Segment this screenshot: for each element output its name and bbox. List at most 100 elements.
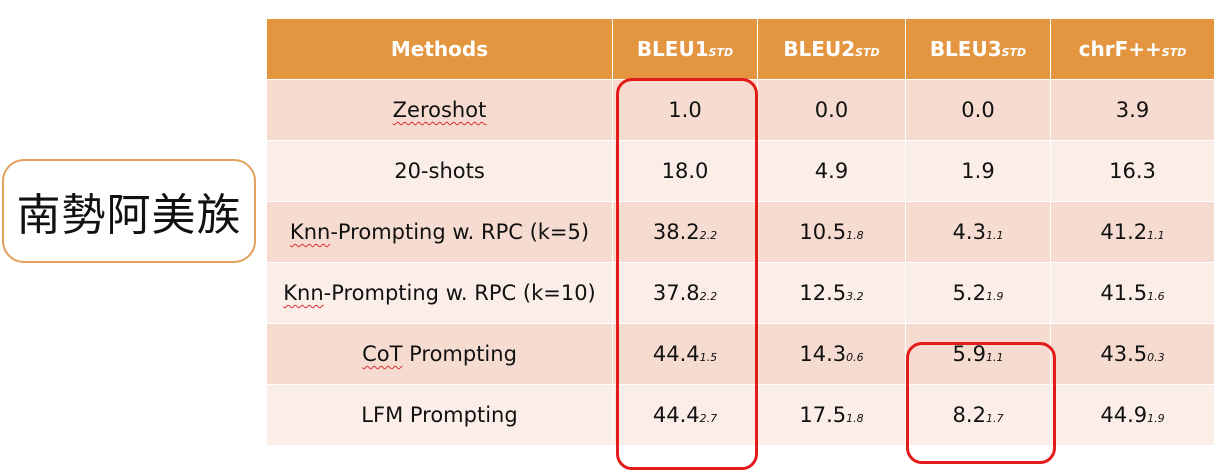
score-cell: 3.9 bbox=[1050, 79, 1215, 141]
score-value: 37.8 bbox=[652, 281, 700, 305]
score-cell: 8.21.7 bbox=[905, 384, 1051, 446]
method-cell: LFM Prompting bbox=[266, 384, 613, 446]
table-row: LFM Prompting 44.42.7 17.51.8 8.21.7 44.91.9 bbox=[266, 384, 1215, 446]
score-value: 1.0 bbox=[668, 98, 702, 122]
score-std: 1.7 bbox=[985, 412, 1004, 425]
score-value: 44.4 bbox=[652, 342, 700, 366]
header-methods: Methods bbox=[266, 18, 613, 80]
score-value: 1.9 bbox=[961, 159, 995, 183]
score-value: 4.3 bbox=[952, 220, 986, 244]
method-cell: Zeroshot bbox=[266, 79, 613, 141]
header-bleu2-label: BLEU2 bbox=[783, 37, 856, 61]
score-std: 1.1 bbox=[985, 351, 1004, 364]
method-cell: Knn-Prompting w. RPC (k=5) bbox=[266, 201, 613, 263]
method-name-squiggle: Zeroshot bbox=[392, 98, 487, 122]
header-chrf-label: chrF++ bbox=[1078, 37, 1162, 61]
score-value: 44.9 bbox=[1100, 403, 1148, 427]
table-row: Knn-Prompting w. RPC (k=10) 37.82.2 12.53.… bbox=[266, 262, 1215, 324]
score-value: 12.5 bbox=[799, 281, 847, 305]
header-bleu3-label: BLEU3 bbox=[929, 37, 1002, 61]
header-bleu2-std: STD bbox=[855, 46, 880, 59]
method-name: 20-shots bbox=[394, 159, 485, 183]
method-cell: CoT Prompting bbox=[266, 323, 613, 385]
score-cell: 37.82.2 bbox=[612, 262, 758, 324]
header-bleu3-std: STD bbox=[1001, 46, 1027, 59]
score-cell: 41.51.6 bbox=[1050, 262, 1215, 324]
score-value: 4.9 bbox=[814, 159, 849, 183]
header-bleu1-label: BLEU1 bbox=[636, 37, 709, 61]
score-std: 1.6 bbox=[1147, 290, 1165, 303]
header-bleu2: BLEU2STD bbox=[757, 18, 906, 80]
language-label: 南勢阿美族 bbox=[2, 159, 256, 263]
score-cell: 44.42.7 bbox=[612, 384, 758, 446]
score-cell: 18.0 bbox=[612, 140, 758, 202]
method-cell: 20-shots bbox=[266, 140, 613, 202]
score-std: 2.2 bbox=[699, 290, 718, 303]
score-value: 8.2 bbox=[952, 403, 986, 427]
score-std: 1.9 bbox=[1147, 412, 1165, 425]
score-value: 44.4 bbox=[652, 403, 700, 427]
score-value: 5.9 bbox=[952, 342, 986, 366]
header-bleu3: BLEU3STD bbox=[905, 18, 1051, 80]
score-value: 5.2 bbox=[952, 281, 986, 305]
score-std: 1.1 bbox=[1147, 229, 1165, 242]
score-cell: 44.91.9 bbox=[1050, 384, 1215, 446]
table-row: Zeroshot 1.0 0.0 0.0 3.9 bbox=[266, 79, 1215, 141]
score-cell: 0.0 bbox=[905, 79, 1051, 141]
score-cell: 43.50.3 bbox=[1050, 323, 1215, 385]
score-cell: 4.31.1 bbox=[905, 201, 1051, 263]
header-chrf-std: STD bbox=[1161, 46, 1187, 59]
table-row: Knn-Prompting w. RPC (k=5) 38.22.2 10.51.8… bbox=[266, 201, 1215, 263]
score-std: 0.6 bbox=[846, 351, 864, 364]
score-std: 0.3 bbox=[1147, 351, 1165, 364]
method-cell: Knn-Prompting w. RPC (k=10) bbox=[266, 262, 613, 324]
score-std: 2.7 bbox=[699, 412, 718, 425]
score-cell: 17.51.8 bbox=[757, 384, 906, 446]
score-value: 0.0 bbox=[961, 98, 995, 122]
results-table: Methods BLEU1STD BLEU2STD BLEU3STD chrF+… bbox=[266, 18, 1215, 446]
score-std: 1.9 bbox=[985, 290, 1004, 303]
score-value: 0.0 bbox=[814, 98, 849, 122]
method-name-rest: Prompting bbox=[402, 342, 517, 366]
score-value: 43.5 bbox=[1100, 342, 1148, 366]
method-name-rest: -Prompting w. RPC (k=10) bbox=[323, 281, 596, 305]
method-name-squiggle: Knn bbox=[289, 220, 331, 244]
score-value: 41.2 bbox=[1100, 220, 1148, 244]
score-value: 10.5 bbox=[799, 220, 847, 244]
score-cell: 44.41.5 bbox=[612, 323, 758, 385]
score-std: 1.8 bbox=[846, 229, 864, 242]
score-cell: 0.0 bbox=[757, 79, 906, 141]
score-value: 3.9 bbox=[1115, 98, 1150, 122]
score-std: 1.5 bbox=[699, 351, 718, 364]
score-cell: 14.30.6 bbox=[757, 323, 906, 385]
score-cell: 5.21.9 bbox=[905, 262, 1051, 324]
method-name-squiggle: CoT bbox=[362, 342, 403, 366]
score-value: 38.2 bbox=[652, 220, 700, 244]
header-bleu1: BLEU1STD bbox=[612, 18, 758, 80]
method-name-rest: -Prompting w. RPC (k=5) bbox=[330, 220, 590, 244]
score-cell: 1.9 bbox=[905, 140, 1051, 202]
table-row: 20-shots 18.0 4.9 1.9 16.3 bbox=[266, 140, 1215, 202]
score-cell: 38.22.2 bbox=[612, 201, 758, 263]
score-value: 14.3 bbox=[799, 342, 847, 366]
score-std: 1.1 bbox=[985, 229, 1004, 242]
score-cell: 12.53.2 bbox=[757, 262, 906, 324]
score-cell: 1.0 bbox=[612, 79, 758, 141]
score-cell: 41.21.1 bbox=[1050, 201, 1215, 263]
score-cell: 10.51.8 bbox=[757, 201, 906, 263]
header-bleu1-std: STD bbox=[708, 46, 734, 59]
score-value: 41.5 bbox=[1100, 281, 1148, 305]
score-cell: 4.9 bbox=[757, 140, 906, 202]
table-row: CoT Prompting 44.41.5 14.30.6 5.91.1 43.50.3 bbox=[266, 323, 1215, 385]
score-value: 16.3 bbox=[1109, 159, 1156, 183]
score-cell: 16.3 bbox=[1050, 140, 1215, 202]
score-value: 17.5 bbox=[799, 403, 847, 427]
header-chrf: chrF++STD bbox=[1050, 18, 1215, 80]
header-row: Methods BLEU1STD BLEU2STD BLEU3STD chrF+… bbox=[266, 18, 1215, 80]
score-std: 1.8 bbox=[846, 412, 864, 425]
score-cell: 5.91.1 bbox=[905, 323, 1051, 385]
score-std: 2.2 bbox=[699, 229, 718, 242]
method-name: LFM Prompting bbox=[361, 403, 518, 427]
method-name-squiggle: Knn bbox=[283, 281, 324, 305]
score-std: 3.2 bbox=[846, 290, 864, 303]
